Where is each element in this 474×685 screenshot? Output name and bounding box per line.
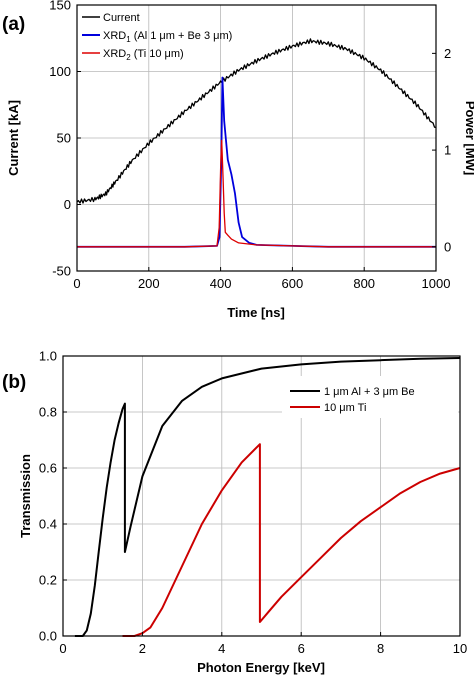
x-tick-label: 400 (210, 276, 232, 291)
panel-b-ylabel: Transmission (18, 454, 33, 538)
y-tick-label: 0.8 (39, 405, 57, 420)
y-tick-label: 1.0 (39, 349, 57, 364)
panel-b: (b) 0 2 4 6 8 10 0.0 0.2 0.4 0.6 0.8 1.0 Photon Ene… (2, 349, 467, 676)
x-tick-label: 1000 (422, 276, 451, 291)
panel-a-ylabel: Current [kA] (6, 100, 21, 176)
x-tick-label: 8 (377, 641, 384, 656)
y-tick-label: -50 (52, 264, 71, 279)
series-line-a-0 (76, 38, 437, 204)
legend-label-xrd1: XRD1 (Al 1 μm + Be 3 μm) (103, 30, 232, 44)
y-tick-label: 150 (49, 0, 71, 13)
legend-background (282, 376, 458, 418)
y-tick-label: 50 (57, 131, 71, 146)
panel-b-ticks: 0 2 4 6 8 10 0.0 0.2 0.4 0.6 0.8 1.0 (39, 349, 467, 657)
panel-b-frame (62, 355, 461, 637)
panel-a-lines (76, 38, 437, 248)
panel-b-lines (74, 357, 461, 637)
series-line-b-1 (122, 443, 461, 637)
panel-a-grid (76, 4, 437, 272)
y-tick-label: 0.2 (39, 573, 57, 588)
legend-label-xrd2: XRD2 (Ti 10 μm) (103, 48, 184, 62)
panel-a-y2label: Power [MW] (463, 101, 474, 175)
legend-label-current: Current (103, 12, 140, 24)
x-tick-label: 6 (298, 641, 305, 656)
y2-tick-label: 2 (444, 46, 451, 61)
series-line-b-0 (74, 357, 461, 637)
legend-label-ti: 10 μm Ti (324, 402, 366, 414)
y2-tick-label: 0 (444, 239, 451, 254)
panel-b-xlabel: Photon Energy [keV] (197, 660, 325, 675)
y-tick-label: 0.0 (39, 629, 57, 644)
y-tick-label: 0.6 (39, 461, 57, 476)
x-tick-label: 4 (218, 641, 225, 656)
panel-a-xlabel: Time [ns] (227, 305, 285, 320)
y2-tick-label: 1 (444, 143, 451, 158)
x-tick-label: 0 (59, 641, 66, 656)
y-tick-label: 0 (64, 197, 71, 212)
x-tick-label: 800 (353, 276, 375, 291)
series-line-a-2 (77, 139, 436, 248)
panel-a-legend: Current XRD1 (Al 1 μm + Be 3 μm) XRD2 (T… (82, 12, 232, 62)
x-tick-label: 200 (138, 276, 160, 291)
y-tick-label: 100 (49, 64, 71, 79)
y-tick-label: 0.4 (39, 517, 57, 532)
panel-b-legend: 1 μm Al + 3 μm Be 10 μm Ti (282, 376, 458, 418)
panel-a-label: (a) (2, 14, 25, 35)
x-tick-label: 600 (282, 276, 304, 291)
x-tick-label: 10 (453, 641, 467, 656)
legend-label-al-be: 1 μm Al + 3 μm Be (324, 386, 415, 398)
x-tick-label: 2 (139, 641, 146, 656)
panel-b-label: (b) (2, 372, 26, 393)
x-tick-label: 0 (73, 276, 80, 291)
